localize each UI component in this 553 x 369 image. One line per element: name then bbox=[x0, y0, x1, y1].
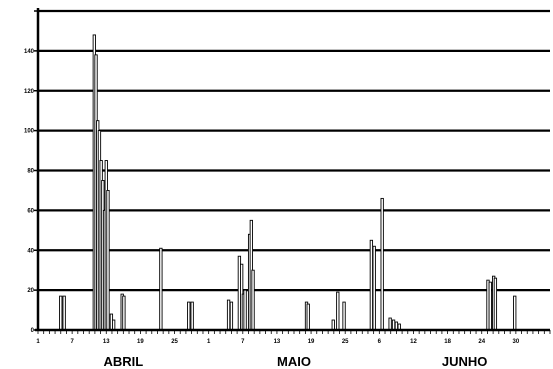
y-tick-label: 100 bbox=[24, 129, 35, 135]
x-tick-label: 13 bbox=[103, 339, 110, 345]
bar bbox=[331, 319, 335, 331]
y-tick-label: 0 bbox=[31, 328, 35, 334]
bar bbox=[336, 291, 340, 331]
bar bbox=[513, 295, 517, 331]
bar bbox=[122, 295, 126, 331]
x-tick-label: 30 bbox=[513, 339, 520, 345]
x-tick-label: 25 bbox=[171, 339, 178, 345]
bars bbox=[59, 34, 517, 331]
bar bbox=[112, 319, 116, 331]
bar bbox=[106, 189, 110, 331]
y-tick-label: 80 bbox=[27, 169, 34, 175]
x-tick-label: 25 bbox=[342, 339, 349, 345]
x-tick-label: 19 bbox=[137, 339, 144, 345]
x-tick-label: 1 bbox=[36, 339, 40, 345]
x-tick-label: 18 bbox=[444, 339, 451, 345]
bar bbox=[306, 303, 310, 331]
x-tick-label: 12 bbox=[410, 339, 417, 345]
x-tick-label: 6 bbox=[378, 339, 382, 345]
y-tick-label: 140 bbox=[24, 49, 35, 55]
bar bbox=[243, 289, 247, 331]
x-tick-label: 13 bbox=[274, 339, 281, 345]
y-tick-label: 20 bbox=[27, 288, 34, 294]
x-tick-label: 7 bbox=[241, 339, 245, 345]
x-axis-ticks: 1 7 13 19 25 1 7 13 19 25 6 12 18 24 30 bbox=[36, 330, 551, 345]
bar bbox=[187, 301, 191, 331]
axes bbox=[34, 8, 550, 332]
bar bbox=[190, 301, 194, 331]
y-tick-label: 60 bbox=[27, 208, 34, 214]
x-tick-label: 24 bbox=[478, 339, 485, 345]
month-label: MAIO bbox=[277, 354, 311, 369]
x-tick-label: 7 bbox=[70, 339, 74, 345]
month-labels: ABRIL MAIO JUNHO bbox=[103, 354, 487, 369]
y-axis-ticks: 0 20 40 60 80 100 120 140 bbox=[24, 49, 35, 334]
month-label: JUNHO bbox=[442, 354, 488, 369]
bar bbox=[159, 247, 163, 331]
month-label: ABRIL bbox=[103, 354, 143, 369]
bar bbox=[59, 295, 63, 331]
x-tick-label: 19 bbox=[308, 339, 315, 345]
bar bbox=[226, 299, 231, 331]
bar bbox=[342, 301, 346, 331]
bar bbox=[369, 239, 374, 331]
bar bbox=[380, 197, 384, 331]
y-tick-label: 120 bbox=[24, 89, 35, 95]
bar bbox=[251, 269, 255, 331]
bar bbox=[488, 281, 492, 331]
bar bbox=[62, 295, 66, 331]
gridlines bbox=[38, 9, 550, 292]
y-tick-label: 40 bbox=[27, 248, 34, 254]
bar bbox=[372, 245, 376, 331]
bar bbox=[388, 317, 392, 331]
bar bbox=[493, 277, 498, 331]
bar bbox=[391, 319, 396, 331]
bar bbox=[229, 301, 234, 331]
x-tick-label: 1 bbox=[207, 339, 211, 345]
